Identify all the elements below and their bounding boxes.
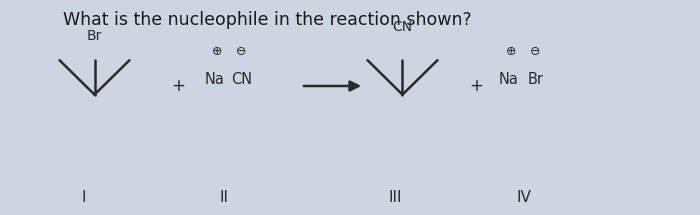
Text: +: +	[172, 77, 186, 95]
Text: ⊖: ⊖	[236, 45, 246, 58]
Text: I: I	[82, 190, 86, 205]
Text: CN: CN	[393, 20, 412, 34]
Text: What is the nucleophile in the reaction shown?: What is the nucleophile in the reaction …	[63, 11, 472, 29]
Text: Br: Br	[528, 72, 543, 87]
Text: Br: Br	[87, 29, 102, 43]
Text: +: +	[469, 77, 483, 95]
Text: CN: CN	[231, 72, 252, 87]
Text: Na: Na	[205, 72, 225, 87]
Text: Na: Na	[499, 72, 519, 87]
Text: ⊖: ⊖	[531, 45, 540, 58]
Text: II: II	[220, 190, 228, 205]
Text: ⊕: ⊕	[505, 45, 517, 58]
Text: IV: IV	[516, 190, 531, 205]
Text: ⊕: ⊕	[211, 45, 223, 58]
Text: III: III	[389, 190, 402, 205]
